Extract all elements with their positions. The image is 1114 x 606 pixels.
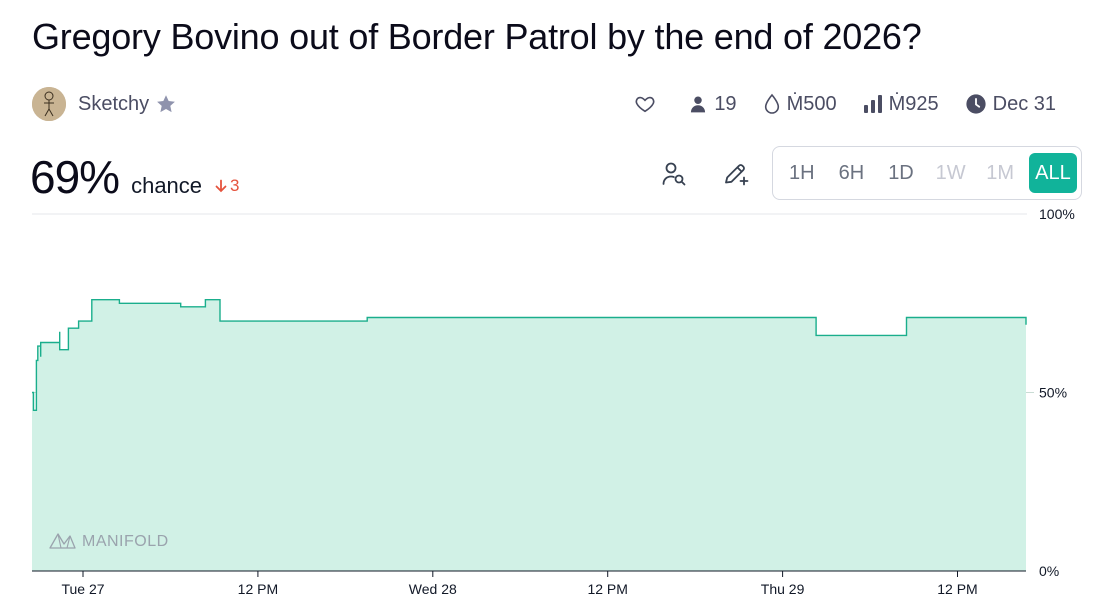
stick-figure-icon bbox=[32, 87, 66, 121]
y-tick-label: 50% bbox=[1039, 385, 1067, 401]
edit-button[interactable] bbox=[722, 160, 750, 188]
y-tick-label: 0% bbox=[1039, 563, 1059, 579]
probability-value: 69% bbox=[30, 151, 120, 203]
manifold-logo-icon bbox=[49, 533, 76, 549]
range-button-1m: 1M bbox=[986, 161, 1015, 184]
user-search-icon bbox=[662, 162, 686, 186]
range-button-1d[interactable]: 1D bbox=[888, 161, 914, 184]
clock-icon bbox=[966, 94, 986, 114]
probability-display: 69% chance 3 bbox=[30, 150, 240, 204]
pencil-plus-icon bbox=[725, 164, 749, 186]
probability-area bbox=[32, 299, 1026, 571]
volume-value: Ṁ925 bbox=[888, 92, 939, 115]
range-button-all[interactable]: ALL bbox=[1028, 153, 1077, 193]
range-button-1h[interactable]: 1H bbox=[789, 161, 815, 184]
traders-count: 19 bbox=[714, 92, 737, 115]
manifold-watermark: MANIFOLD bbox=[49, 533, 169, 550]
page-title: Gregory Bovino out of Border Patrol by t… bbox=[32, 16, 922, 57]
range-button-6h[interactable]: 6H bbox=[838, 161, 865, 184]
market-stats: 19 Ṁ500 Ṁ925 Dec 31 bbox=[634, 88, 1056, 120]
arrow-down-icon bbox=[215, 179, 227, 193]
x-tick-label: 12 PM bbox=[587, 581, 627, 597]
probability-label: chance bbox=[131, 173, 203, 198]
close-date-stat[interactable]: Dec 31 bbox=[965, 93, 1056, 116]
liquidity-value: Ṁ500 bbox=[786, 92, 837, 115]
avatar[interactable] bbox=[32, 87, 66, 121]
author-name[interactable]: Sketchy bbox=[78, 92, 150, 115]
manifold-watermark-text: MANIFOLD bbox=[82, 533, 169, 550]
x-tick-label: Tue 27 bbox=[61, 581, 104, 597]
probability-chart: MANIFOLD 100% 50% 0% Tue 27 12 PM Wed 28 12 PM… bbox=[32, 206, 1075, 597]
probability-change: 3 bbox=[214, 176, 240, 196]
star-icon bbox=[155, 93, 177, 115]
traders-stat[interactable]: 19 bbox=[688, 92, 737, 116]
x-tick-label: Wed 28 bbox=[409, 581, 457, 597]
close-date-value: Dec 31 bbox=[992, 92, 1056, 115]
range-button-1w: 1W bbox=[935, 161, 966, 184]
probability-change-value: 3 bbox=[230, 176, 240, 195]
x-tick-label: Thu 29 bbox=[761, 581, 805, 597]
x-tick-label: 12 PM bbox=[937, 581, 977, 597]
like-button[interactable] bbox=[634, 93, 662, 115]
author-row: Sketchy bbox=[32, 86, 177, 122]
person-icon bbox=[691, 96, 706, 113]
time-range-selector: 1H 6H 1D 1W 1M ALL bbox=[772, 146, 1082, 200]
volume-stat[interactable]: Ṁ925 bbox=[863, 93, 939, 116]
x-tick-label: 12 PM bbox=[238, 581, 278, 597]
liquidity-stat[interactable]: Ṁ500 bbox=[763, 93, 837, 116]
y-tick-label: 100% bbox=[1039, 206, 1075, 222]
probability-line bbox=[32, 299, 1027, 411]
bar-chart-icon bbox=[863, 95, 882, 113]
droplet-icon bbox=[764, 93, 779, 114]
heart-icon bbox=[635, 96, 655, 113]
user-search-button[interactable] bbox=[660, 160, 688, 188]
